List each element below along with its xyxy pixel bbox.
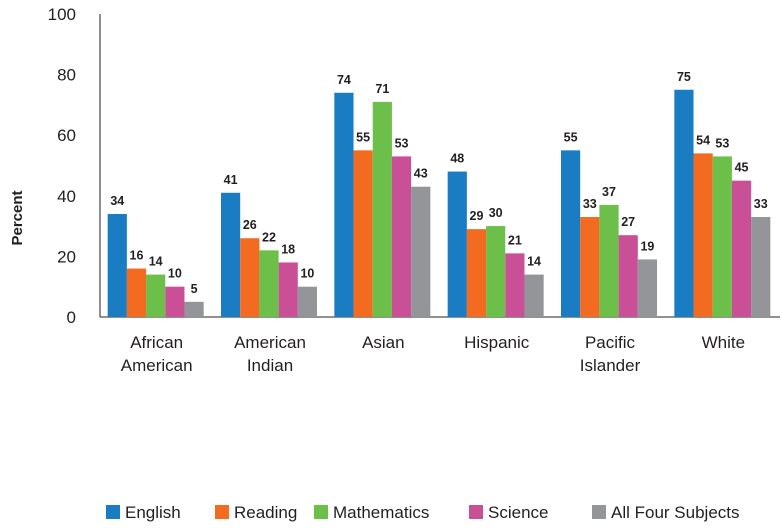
legend-swatch (215, 505, 229, 519)
data-label: 27 (621, 215, 635, 229)
bar (599, 204, 619, 317)
data-label: 14 (527, 255, 541, 269)
category-label: Islander (580, 356, 641, 375)
category-label: American (234, 333, 306, 352)
bar (221, 192, 241, 317)
y-tick-label: 40 (57, 187, 76, 206)
bar (505, 253, 525, 317)
bar (447, 171, 467, 317)
bar (146, 274, 166, 317)
bar (486, 226, 506, 317)
data-label: 54 (696, 133, 710, 147)
data-label: 55 (564, 130, 578, 144)
bar (372, 101, 392, 318)
data-label: 45 (735, 161, 749, 175)
category-label: Indian (247, 356, 293, 375)
y-tick-label: 20 (57, 247, 76, 266)
category-label: Pacific (585, 333, 636, 352)
y-tick-label: 0 (67, 308, 76, 327)
bar (693, 153, 713, 317)
data-label: 43 (414, 167, 428, 181)
category-label: Hispanic (464, 333, 530, 352)
data-label: 33 (583, 197, 597, 211)
category-label: Asian (362, 333, 405, 352)
data-label: 33 (754, 197, 768, 211)
data-label: 53 (395, 136, 409, 150)
bar (580, 217, 600, 317)
legend-swatch (592, 505, 606, 519)
value-labels: 34 16 14 10 5 41 26 22 18 10 74 55 71 53 43 48 29 30 21 14 5… (110, 70, 767, 296)
y-tick-label: 60 (57, 126, 76, 145)
bar (334, 92, 354, 317)
data-label: 41 (224, 173, 238, 187)
data-label: 5 (191, 282, 198, 296)
bar (524, 274, 544, 317)
data-label: 48 (450, 152, 464, 166)
bar (618, 235, 638, 317)
y-axis-label: Percent (9, 190, 26, 245)
bar (184, 301, 204, 317)
data-label: 55 (356, 130, 370, 144)
data-label: 14 (149, 255, 163, 269)
data-label: 37 (602, 185, 616, 199)
category-label: American (121, 356, 193, 375)
legend-label: Mathematics (333, 503, 429, 522)
data-label: 74 (337, 73, 351, 87)
bar (637, 259, 657, 317)
data-label: 53 (715, 136, 729, 150)
bar (712, 156, 732, 317)
bar (561, 150, 581, 317)
y-axis: 0 20 40 60 80 100 (48, 5, 101, 327)
category-label: African (130, 333, 183, 352)
legend-label: All Four Subjects (611, 503, 740, 522)
bars (107, 89, 771, 318)
data-label: 18 (281, 242, 295, 256)
bar (240, 238, 260, 317)
data-label: 10 (168, 267, 182, 281)
bar (353, 150, 373, 317)
legend-swatch (106, 505, 120, 519)
legend-label: Science (488, 503, 548, 522)
legend-swatch (314, 505, 328, 519)
bar (411, 186, 431, 317)
bar (751, 217, 771, 317)
data-label: 30 (489, 206, 503, 220)
category-label: White (702, 333, 745, 352)
data-label: 21 (508, 233, 522, 247)
data-label: 29 (470, 209, 484, 223)
bar (107, 213, 127, 317)
y-tick-label: 80 (57, 66, 76, 85)
data-label: 75 (677, 70, 691, 84)
bar (674, 89, 694, 317)
bar (259, 250, 279, 317)
data-label: 19 (640, 239, 654, 253)
data-label: 22 (262, 230, 276, 244)
y-tick-label: 100 (48, 5, 76, 24)
bar (466, 229, 487, 317)
category-labels: African American American Indian Asian Hispan… (121, 333, 745, 375)
data-label: 16 (130, 249, 144, 263)
data-label: 10 (300, 267, 314, 281)
data-label: 34 (110, 194, 124, 208)
legend-swatch (469, 505, 483, 519)
bar (391, 156, 412, 317)
bar (126, 268, 147, 317)
data-label: 26 (243, 218, 257, 232)
legend-label: English (125, 503, 181, 522)
bar (731, 180, 752, 317)
data-label: 71 (375, 82, 389, 96)
bar (297, 286, 317, 317)
legend: English Reading Mathematics Science All Four… (106, 503, 740, 522)
bar (278, 262, 298, 317)
bar (165, 286, 185, 317)
legend-label: Reading (234, 503, 297, 522)
